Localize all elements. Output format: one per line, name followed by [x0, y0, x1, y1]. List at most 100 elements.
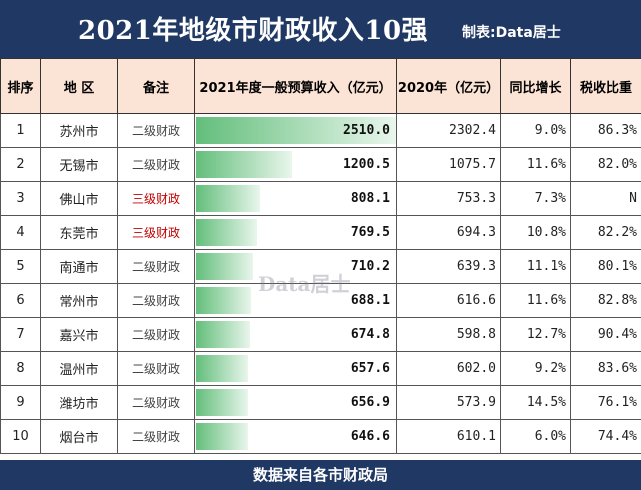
tax-share-cell: 80.1% [570, 249, 641, 284]
bar-mark [196, 321, 250, 348]
tax-share-cell: N [570, 181, 641, 216]
table-row: 4 东莞市 三级财政 769.5 694.3 10.8% 82.2% [0, 215, 641, 250]
bar-value-label: 674.8 [350, 327, 390, 342]
value-2020-cell: 616.6 [396, 283, 501, 318]
tax-share-cell: 82.2% [570, 215, 641, 250]
bar-mark [196, 389, 248, 416]
table-row: 9 潍坊市 二级财政 656.9 573.9 14.5% 76.1% [0, 385, 641, 420]
rank-cell: 10 [0, 419, 41, 454]
tax-share-cell: 82.0% [570, 147, 641, 182]
growth-cell: 12.7% [500, 317, 571, 352]
bar-value-label: 710.2 [350, 259, 390, 274]
bar-value-label: 2510.0 [343, 123, 390, 138]
bar-cell: 656.9 [194, 385, 397, 420]
source-footer: 数据来自各市财政局 [0, 460, 641, 490]
bar-value-label: 657.6 [350, 361, 390, 376]
growth-cell: 9.0% [500, 113, 571, 148]
city-cell: 潍坊市 [40, 385, 118, 420]
bar-mark [196, 253, 253, 280]
revenue-table: 排序 地 区 备注 2021年度一般预算收入（亿元） 2020年（亿元） 同比增… [0, 58, 641, 454]
value-2020-cell: 573.9 [396, 385, 501, 420]
bar-mark [196, 355, 248, 382]
chart-title: 2021年地级市财政收入10强 [78, 16, 429, 46]
author-credit: 制表:Data居士 [462, 25, 561, 41]
value-2020-cell: 639.3 [396, 249, 501, 284]
bar-cell: 674.8 [194, 317, 397, 352]
city-cell: 无锡市 [40, 147, 118, 182]
col-header-note: 备注 [117, 58, 195, 114]
col-header-rank: 排序 [0, 58, 41, 114]
bar-mark [196, 151, 292, 178]
bar-cell: 769.5 [194, 215, 397, 250]
note-cell: 二级财政 [117, 385, 195, 420]
col-header-2020: 2020年（亿元） [396, 58, 501, 114]
tax-share-cell: 82.8% [570, 283, 641, 318]
bar-value-label: 769.5 [350, 225, 390, 240]
city-cell: 温州市 [40, 351, 118, 386]
note-cell: 二级财政 [117, 147, 195, 182]
city-cell: 佛山市 [40, 181, 118, 216]
tax-share-cell: 86.3% [570, 113, 641, 148]
note-cell: 二级财政 [117, 113, 195, 148]
table-row: 6 常州市 二级财政 688.1 616.6 11.6% 82.8% [0, 283, 641, 318]
bar-value-label: 688.1 [350, 293, 390, 308]
tax-share-cell: 83.6% [570, 351, 641, 386]
bar-value-label: 1200.5 [343, 157, 390, 172]
growth-cell: 9.2% [500, 351, 571, 386]
value-2020-cell: 694.3 [396, 215, 501, 250]
table-row: 1 苏州市 二级财政 2510.0 2302.4 9.0% 86.3% [0, 113, 641, 148]
col-header-growth: 同比增长 [500, 58, 571, 114]
value-2020-cell: 1075.7 [396, 147, 501, 182]
rank-cell: 6 [0, 283, 41, 318]
value-2020-cell: 610.1 [396, 419, 501, 454]
rank-cell: 7 [0, 317, 41, 352]
tax-share-cell: 90.4% [570, 317, 641, 352]
bar-mark [196, 287, 251, 314]
table-row: 5 南通市 二级财政 710.2 639.3 11.1% 80.1% [0, 249, 641, 284]
bar-cell: 1200.5 [194, 147, 397, 182]
bar-value-label: 808.1 [350, 191, 390, 206]
bar-cell: 808.1 [194, 181, 397, 216]
bar-mark [196, 423, 248, 450]
bar-cell: 657.6 [194, 351, 397, 386]
growth-cell: 7.3% [500, 181, 571, 216]
growth-cell: 11.6% [500, 283, 571, 318]
rank-cell: 8 [0, 351, 41, 386]
value-2020-cell: 753.3 [396, 181, 501, 216]
rank-cell: 2 [0, 147, 41, 182]
bar-mark [196, 185, 260, 212]
city-cell: 嘉兴市 [40, 317, 118, 352]
rank-cell: 3 [0, 181, 41, 216]
city-cell: 苏州市 [40, 113, 118, 148]
note-cell: 三级财政 [117, 181, 195, 216]
value-2020-cell: 2302.4 [396, 113, 501, 148]
table-row: 2 无锡市 二级财政 1200.5 1075.7 11.6% 82.0% [0, 147, 641, 182]
tax-share-cell: 74.4% [570, 419, 641, 454]
city-cell: 南通市 [40, 249, 118, 284]
tax-share-cell: 76.1% [570, 385, 641, 420]
bar-mark [196, 219, 257, 246]
table-row: 10 烟台市 二级财政 646.6 610.1 6.0% 74.4% [0, 419, 641, 454]
header-row: 排序 地 区 备注 2021年度一般预算收入（亿元） 2020年（亿元） 同比增… [0, 58, 641, 114]
title-bar: 2021年地级市财政收入10强 制表:Data居士 [0, 0, 641, 58]
growth-cell: 14.5% [500, 385, 571, 420]
watermark: Data居士 [258, 272, 351, 296]
growth-cell: 10.8% [500, 215, 571, 250]
note-cell: 二级财政 [117, 317, 195, 352]
table-body: 1 苏州市 二级财政 2510.0 2302.4 9.0% 86.3% 2 无锡市 二级财政 120… [0, 113, 641, 454]
table-row: 7 嘉兴市 二级财政 674.8 598.8 12.7% 90.4% [0, 317, 641, 352]
growth-cell: 11.1% [500, 249, 571, 284]
growth-cell: 11.6% [500, 147, 571, 182]
bar-cell: 646.6 [194, 419, 397, 454]
table-row: 8 温州市 二级财政 657.6 602.0 9.2% 83.6% [0, 351, 641, 386]
bar-cell: 2510.0 [194, 113, 397, 148]
city-cell: 常州市 [40, 283, 118, 318]
value-2020-cell: 602.0 [396, 351, 501, 386]
growth-cell: 6.0% [500, 419, 571, 454]
bar-mark [196, 117, 396, 144]
rank-cell: 4 [0, 215, 41, 250]
note-cell: 三级财政 [117, 215, 195, 250]
table-row: 3 佛山市 三级财政 808.1 753.3 7.3% N [0, 181, 641, 216]
bar-cell: 688.1 [194, 283, 397, 318]
